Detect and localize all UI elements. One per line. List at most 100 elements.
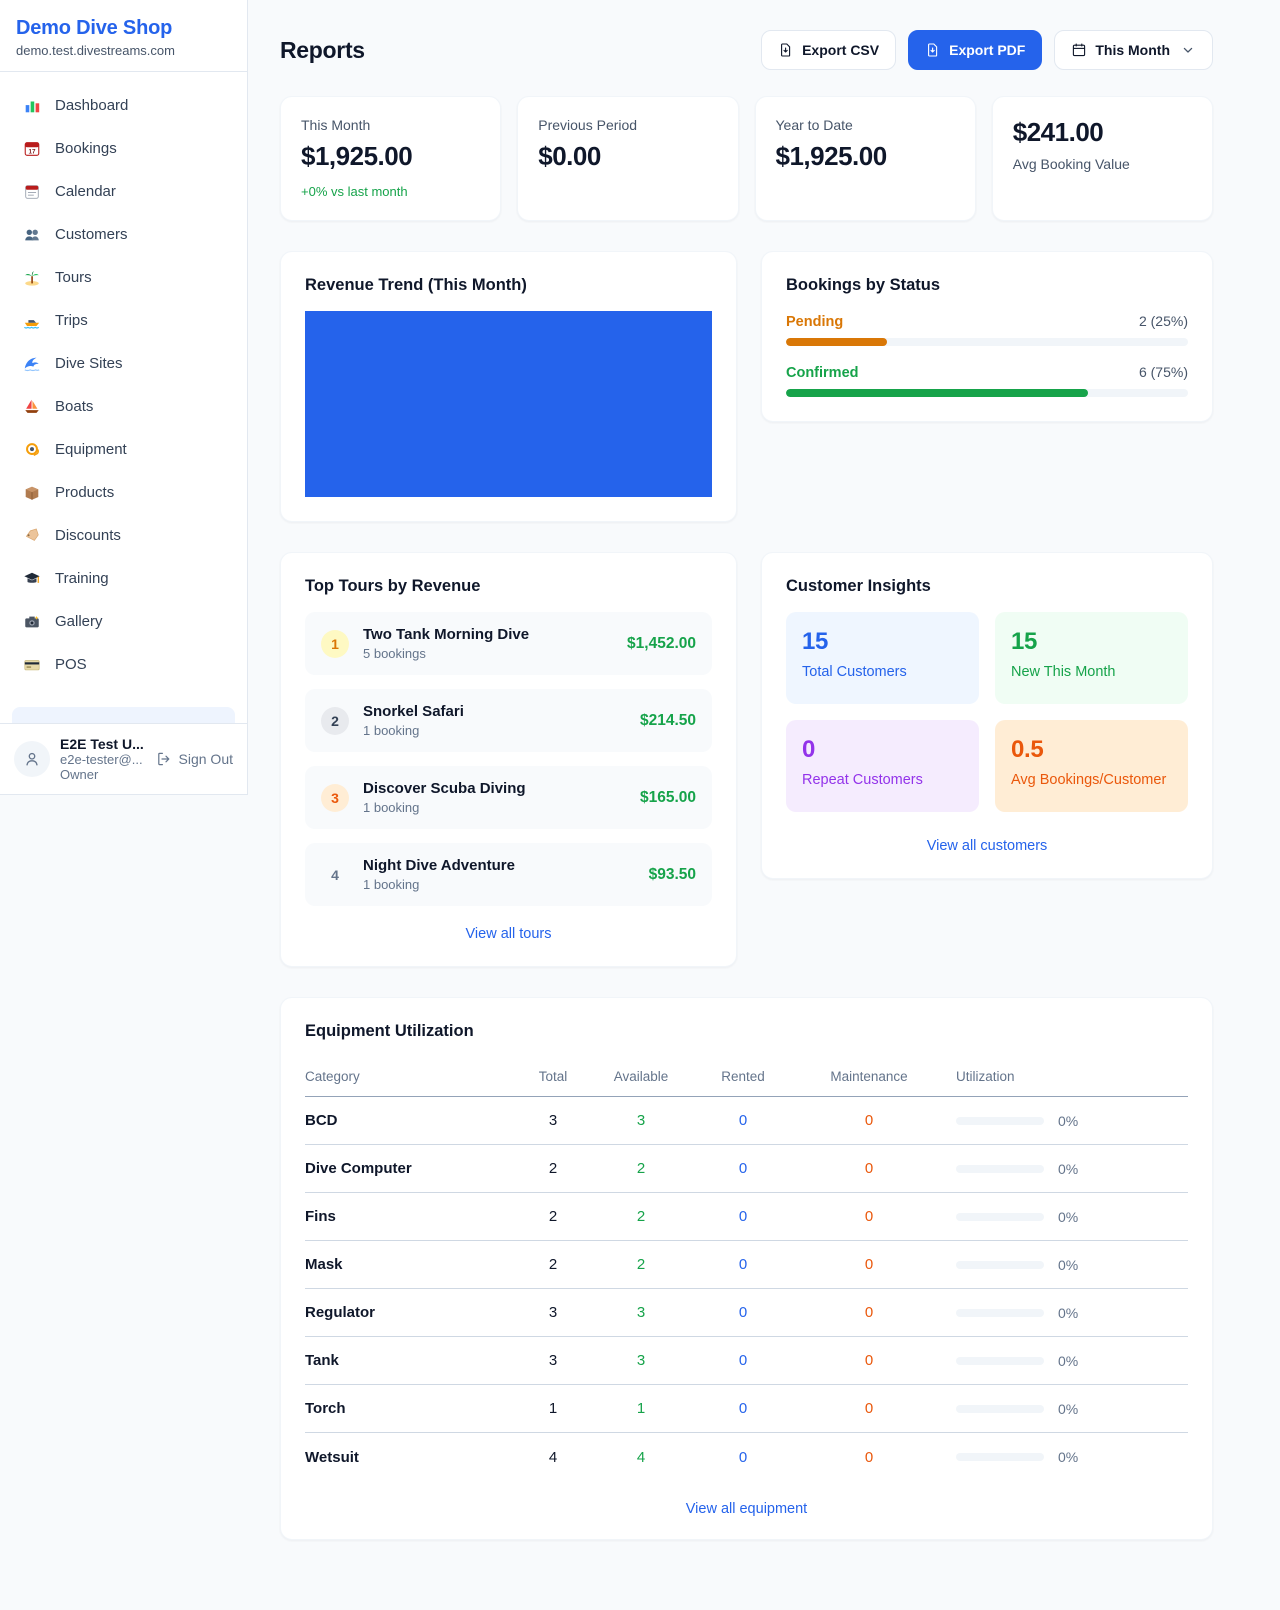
sidebar-item-label: Trips bbox=[55, 312, 88, 329]
user-section: E2E Test U... e2e-tester@... Owner Sign … bbox=[0, 723, 247, 794]
insight-value: 0 bbox=[802, 736, 816, 763]
insights-row: Top Tours by Revenue 1 Two Tank Morning … bbox=[280, 552, 1213, 967]
stat-card-year-to-date: Year to Date $1,925.00 bbox=[754, 96, 976, 221]
cell-category: Regulator bbox=[305, 1304, 376, 1321]
view-all-tours-link[interactable]: View all tours bbox=[465, 926, 552, 942]
insight-total-customers: 15 Total Customers bbox=[786, 612, 979, 704]
cell-category: BCD bbox=[305, 1112, 338, 1129]
sidebar-item-reports-active-partial[interactable] bbox=[12, 707, 235, 723]
col-header-total: Total bbox=[538, 1069, 568, 1084]
sidebar-item-label: Tours bbox=[55, 269, 92, 286]
sidebar-item-label: Gallery bbox=[55, 613, 103, 630]
table-row: Dive Computer 2 2 0 0 0% bbox=[305, 1145, 1188, 1193]
sidebar-nav: Dashboard 17 Bookings Calendar Customers… bbox=[0, 72, 247, 723]
rank-badge: 1 bbox=[321, 629, 349, 658]
cell-category: Tank bbox=[305, 1352, 339, 1369]
utilization-pct: 0% bbox=[1058, 1449, 1079, 1465]
sidebar-item-label: Boats bbox=[55, 398, 94, 415]
table-row: BCD 3 3 0 0 0% bbox=[305, 1097, 1188, 1145]
utilization-pct: 0% bbox=[1058, 1160, 1079, 1177]
tour-name: Two Tank Morning Dive bbox=[363, 626, 530, 643]
sidebar-item-trips[interactable]: Trips bbox=[12, 299, 235, 342]
export-csv-button[interactable]: Export CSV bbox=[761, 30, 897, 70]
cell-maintenance: 0 bbox=[864, 1448, 874, 1466]
cell-total: 4 bbox=[548, 1448, 558, 1466]
calendar-icon bbox=[22, 182, 42, 202]
header-actions: Export CSV Export PDF This Month bbox=[761, 30, 1213, 70]
view-all-equipment-link[interactable]: View all equipment bbox=[685, 1501, 808, 1517]
tour-bookings: 5 bookings bbox=[363, 646, 426, 661]
sidebar-item-label: Customers bbox=[55, 226, 128, 243]
training-icon bbox=[22, 569, 42, 589]
stat-label: This Month bbox=[301, 117, 371, 133]
sidebar-item-products[interactable]: Products bbox=[12, 471, 235, 514]
insight-label: Repeat Customers bbox=[802, 772, 923, 788]
cell-rented: 0 bbox=[738, 1256, 748, 1273]
sidebar-item-customers[interactable]: Customers bbox=[12, 213, 235, 256]
gallery-icon bbox=[22, 612, 42, 632]
sidebar-item-dashboard[interactable]: Dashboard bbox=[12, 84, 235, 127]
boats-icon bbox=[22, 397, 42, 417]
top-tours-card: Top Tours by Revenue 1 Two Tank Morning … bbox=[280, 552, 737, 967]
utilization-pct: 0% bbox=[1058, 1208, 1079, 1225]
status-bar bbox=[786, 389, 1188, 397]
tour-row: 3 Discover Scuba Diving 1 booking $165.0… bbox=[305, 766, 712, 829]
sidebar-item-dive-sites[interactable]: Dive Sites bbox=[12, 342, 235, 385]
tour-row: 2 Snorkel Safari 1 booking $214.50 bbox=[305, 689, 712, 752]
tour-revenue: $214.50 bbox=[639, 711, 696, 729]
pos-icon bbox=[22, 655, 42, 675]
col-header-category: Category bbox=[305, 1069, 360, 1084]
tour-revenue: $165.00 bbox=[639, 788, 696, 806]
cell-maintenance: 0 bbox=[864, 1304, 874, 1321]
equipment-utilization-card: Equipment Utilization Category Total Ava… bbox=[280, 997, 1213, 1540]
cell-utilization: 0% bbox=[933, 1209, 1188, 1225]
revenue-trend-card: Revenue Trend (This Month) bbox=[280, 251, 737, 522]
sidebar-item-gallery[interactable]: Gallery bbox=[12, 600, 235, 643]
tour-name: Night Dive Adventure bbox=[363, 857, 515, 874]
utilization-pct: 0% bbox=[1058, 1352, 1079, 1369]
cell-utilization: 0% bbox=[933, 1257, 1188, 1273]
stat-value: $241.00 bbox=[1012, 117, 1104, 147]
stat-card-avg-booking-value: $241.00 Avg Booking Value bbox=[991, 96, 1213, 221]
sidebar-item-equipment[interactable]: Equipment bbox=[12, 428, 235, 471]
cell-utilization: 0% bbox=[933, 1449, 1188, 1465]
status-row-pending: Pending 2 (25%) bbox=[786, 313, 1188, 346]
user-role: Owner bbox=[60, 767, 99, 782]
chevron-down-icon bbox=[1183, 47, 1193, 53]
stat-delta: +0% vs last month bbox=[301, 184, 408, 199]
export-pdf-button[interactable]: Export PDF bbox=[908, 30, 1043, 70]
sidebar-item-label: Equipment bbox=[55, 441, 127, 458]
utilization-bar bbox=[956, 1356, 1044, 1365]
tour-name: Discover Scuba Diving bbox=[363, 780, 526, 797]
sidebar-item-tours[interactable]: Tours bbox=[12, 256, 235, 299]
sidebar-item-training[interactable]: Training bbox=[12, 557, 235, 600]
cell-available: 2 bbox=[636, 1208, 646, 1225]
sidebar-item-boats[interactable]: Boats bbox=[12, 385, 235, 428]
utilization-pct: 0% bbox=[1058, 1400, 1079, 1417]
cell-available: 3 bbox=[636, 1112, 646, 1129]
cell-utilization: 0% bbox=[933, 1401, 1188, 1417]
insight-label: Total Customers bbox=[802, 664, 907, 680]
utilization-pct: 0% bbox=[1058, 1304, 1079, 1321]
sidebar-item-pos[interactable]: POS bbox=[12, 643, 235, 686]
cell-available: 1 bbox=[636, 1400, 646, 1417]
sidebar-item-discounts[interactable]: Discounts bbox=[12, 514, 235, 557]
table-row: Regulator 3 3 0 0 0% bbox=[305, 1289, 1188, 1337]
insight-grid: 15 Total Customers 15 New This Month 0 R… bbox=[786, 612, 1188, 812]
table-row: Torch 1 1 0 0 0% bbox=[305, 1385, 1188, 1433]
sidebar: Demo Dive Shop demo.test.divestreams.com… bbox=[0, 0, 248, 795]
revenue-trend-chart bbox=[305, 311, 712, 497]
view-all-customers-link[interactable]: View all customers bbox=[926, 838, 1048, 854]
sidebar-item-bookings[interactable]: 17 Bookings bbox=[12, 127, 235, 170]
sign-out-button[interactable]: Sign Out bbox=[156, 751, 233, 767]
stats-row: This Month $1,925.00 +0% vs last month P… bbox=[280, 96, 1213, 221]
period-dropdown[interactable]: This Month bbox=[1054, 30, 1213, 70]
col-header-utilization: Utilization bbox=[956, 1069, 1015, 1084]
insight-value: 15 bbox=[802, 628, 829, 655]
sidebar-item-calendar[interactable]: Calendar bbox=[12, 170, 235, 213]
period-label: This Month bbox=[1095, 42, 1170, 58]
bookings-by-status-card: Bookings by Status Pending 2 (25%) Confi… bbox=[761, 251, 1213, 422]
sidebar-item-label: Discounts bbox=[55, 527, 121, 544]
revenue-trend-title: Revenue Trend (This Month) bbox=[305, 276, 527, 294]
equipment-utilization-title: Equipment Utilization bbox=[305, 1022, 474, 1040]
